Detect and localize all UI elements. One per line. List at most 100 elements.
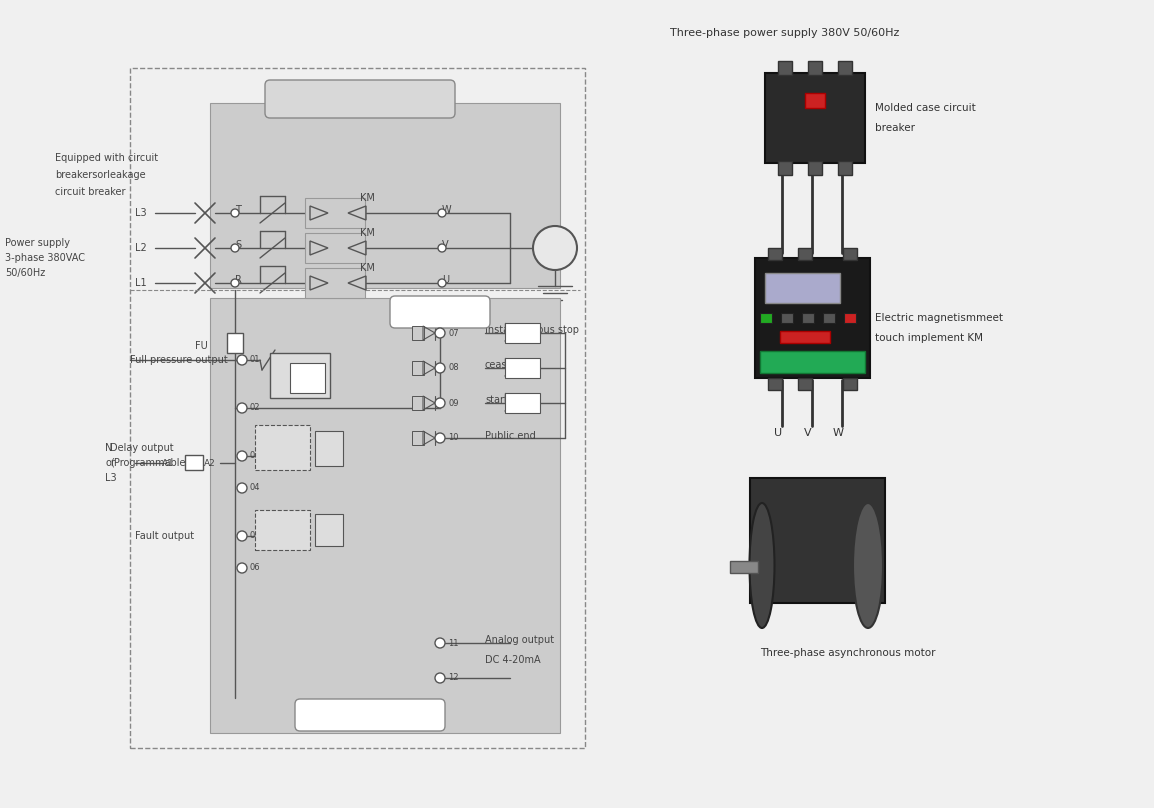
Bar xyxy=(808,61,822,75)
Circle shape xyxy=(435,638,445,648)
Text: V: V xyxy=(804,428,811,438)
Text: L3: L3 xyxy=(105,473,117,483)
Bar xyxy=(838,61,852,75)
Circle shape xyxy=(237,531,247,541)
Bar xyxy=(227,333,243,353)
Bar xyxy=(769,248,782,260)
Text: start-up: start-up xyxy=(485,395,524,405)
Text: (Programmable): (Programmable) xyxy=(110,458,189,468)
Bar xyxy=(755,258,870,378)
Ellipse shape xyxy=(749,503,774,628)
Text: 07: 07 xyxy=(448,329,458,338)
Circle shape xyxy=(533,226,577,270)
Circle shape xyxy=(435,673,445,683)
Text: 10: 10 xyxy=(448,434,458,443)
Text: 100%: 100% xyxy=(297,381,317,390)
Bar xyxy=(315,514,343,546)
Bar xyxy=(799,378,812,390)
Bar xyxy=(838,161,852,175)
Text: 01: 01 xyxy=(250,356,261,364)
Bar xyxy=(412,361,424,375)
Text: Equipped with circuit: Equipped with circuit xyxy=(55,153,158,163)
Circle shape xyxy=(231,279,239,287)
Bar xyxy=(765,273,840,303)
Bar xyxy=(765,73,866,163)
Text: W: W xyxy=(832,428,844,438)
Circle shape xyxy=(231,244,239,252)
Text: Molded case circuit: Molded case circuit xyxy=(875,103,976,113)
Circle shape xyxy=(439,209,445,217)
Bar xyxy=(255,425,310,470)
Circle shape xyxy=(435,398,445,408)
Bar xyxy=(780,331,830,343)
Text: Main circuit department: Main circuit department xyxy=(301,94,419,104)
Text: Public end: Public end xyxy=(485,431,535,441)
Text: W: W xyxy=(442,205,451,215)
Text: Delay output: Delay output xyxy=(110,443,173,453)
Ellipse shape xyxy=(853,503,883,628)
Text: KM: KM xyxy=(360,193,375,203)
Circle shape xyxy=(439,244,445,252)
Circle shape xyxy=(237,355,247,365)
Text: S: S xyxy=(235,240,241,250)
Circle shape xyxy=(439,279,445,287)
Text: U: U xyxy=(774,428,782,438)
Bar xyxy=(412,326,424,340)
Text: U: U xyxy=(442,275,449,285)
Text: 03: 03 xyxy=(250,452,261,461)
Text: N: N xyxy=(105,443,112,453)
Bar xyxy=(505,323,540,343)
Text: 05: 05 xyxy=(250,532,261,541)
Text: M: M xyxy=(548,241,562,255)
Bar xyxy=(808,161,822,175)
Text: 04: 04 xyxy=(250,483,261,493)
Bar xyxy=(778,61,792,75)
Text: Instantaneous stop: Instantaneous stop xyxy=(485,325,579,335)
Text: Three-phase asynchronous motor: Three-phase asynchronous motor xyxy=(760,648,936,658)
Bar xyxy=(185,455,203,470)
Bar xyxy=(270,353,330,398)
Text: K3: K3 xyxy=(290,513,302,523)
Text: Power supply: Power supply xyxy=(5,238,70,248)
Circle shape xyxy=(237,451,247,461)
Bar xyxy=(805,93,825,108)
Bar xyxy=(760,313,772,323)
Circle shape xyxy=(237,563,247,573)
Bar xyxy=(315,431,343,466)
Text: Three-phase power supply 380V 50/60Hz: Three-phase power supply 380V 50/60Hz xyxy=(670,28,899,38)
Bar xyxy=(760,351,866,373)
Bar xyxy=(210,298,560,733)
Text: Ue=: Ue= xyxy=(299,372,315,381)
Text: circuit breaker: circuit breaker xyxy=(55,187,126,197)
Bar xyxy=(730,561,758,573)
Text: 09: 09 xyxy=(448,398,458,407)
Text: 50/60Hz: 50/60Hz xyxy=(5,268,45,278)
Circle shape xyxy=(237,483,247,493)
Bar xyxy=(823,313,835,323)
Text: A1: A1 xyxy=(162,458,174,468)
Text: K1: K1 xyxy=(292,353,305,363)
Text: Electric magnetismmeet: Electric magnetismmeet xyxy=(875,313,1003,323)
Bar xyxy=(305,268,365,298)
Text: or: or xyxy=(105,458,115,468)
FancyBboxPatch shape xyxy=(295,699,445,731)
Bar xyxy=(412,396,424,410)
Text: Fault output: Fault output xyxy=(135,531,194,541)
Circle shape xyxy=(237,403,247,413)
Text: control circuit: control circuit xyxy=(337,710,404,720)
Circle shape xyxy=(231,209,239,217)
Bar xyxy=(781,313,793,323)
FancyBboxPatch shape xyxy=(390,296,490,328)
Bar xyxy=(844,248,857,260)
Text: touch implement KM: touch implement KM xyxy=(875,333,983,343)
Text: breaker: breaker xyxy=(875,123,915,133)
Text: 08: 08 xyxy=(448,364,458,372)
Text: K2: K2 xyxy=(290,428,302,438)
Bar xyxy=(412,431,424,445)
Bar xyxy=(305,198,365,228)
Bar xyxy=(769,378,782,390)
Circle shape xyxy=(435,433,445,443)
Text: L1: L1 xyxy=(135,278,147,288)
Bar xyxy=(305,233,365,263)
Text: 12: 12 xyxy=(448,674,458,683)
